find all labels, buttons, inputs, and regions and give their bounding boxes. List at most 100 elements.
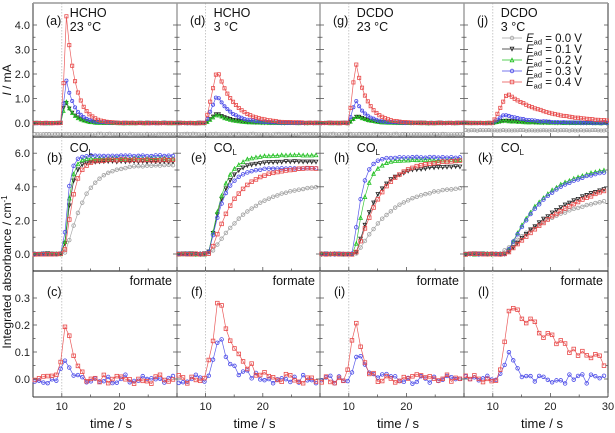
series-0.4V: [32, 324, 176, 386]
data-point: [240, 172, 246, 177]
series-0.4V: [463, 92, 609, 126]
data-point: [81, 115, 86, 120]
formate-annotation: formate: [561, 274, 603, 288]
data-point: [93, 158, 98, 164]
data-point: [162, 380, 167, 385]
data-point: [558, 184, 563, 189]
data-point: [584, 202, 589, 208]
data-point: [249, 206, 254, 211]
data-point: [328, 251, 333, 257]
data-point: [228, 96, 233, 101]
data-point: [414, 163, 419, 169]
data-point: [575, 174, 581, 180]
data-point: [498, 252, 503, 257]
data-point: [247, 119, 253, 125]
data-point: [358, 344, 363, 349]
data-point: [166, 153, 171, 158]
data-point: [362, 116, 368, 121]
data-point: [349, 252, 355, 257]
series-0.2V: [319, 156, 463, 257]
data-point: [526, 119, 532, 125]
data-point: [397, 172, 402, 177]
data-marks: [32, 14, 610, 386]
data-point: [431, 154, 437, 160]
data-point: [84, 156, 90, 161]
data-point: [80, 154, 85, 160]
data-point: [249, 376, 254, 381]
data-point: [357, 104, 362, 109]
data-point: [554, 341, 559, 347]
data-point: [296, 187, 302, 192]
data-point: [80, 167, 85, 173]
data-point: [414, 157, 420, 163]
data-point: [36, 378, 42, 383]
data-point: [41, 252, 46, 257]
data-point: [410, 374, 415, 379]
series-line: [321, 64, 463, 124]
data-point: [193, 251, 199, 256]
data-point: [236, 191, 241, 196]
panel-title-compound: DCDO: [357, 6, 394, 20]
data-point: [210, 357, 216, 362]
data-point: [502, 362, 507, 368]
data-point: [288, 189, 293, 194]
data-point: [597, 200, 602, 205]
data-point: [336, 375, 342, 381]
series-line: [178, 161, 317, 255]
data-point: [279, 159, 285, 165]
data-point: [515, 366, 520, 371]
data-point: [435, 157, 441, 163]
data-point: [67, 365, 72, 370]
data-point: [219, 303, 224, 308]
data-point: [392, 158, 398, 163]
data-point: [351, 116, 356, 122]
series-line: [34, 157, 173, 255]
data-point: [375, 197, 381, 202]
data-point: [262, 120, 267, 125]
data-point: [309, 152, 315, 158]
data-point: [545, 193, 551, 199]
legend-entry: Ead = 0.0 V: [502, 33, 582, 47]
series-line: [465, 307, 605, 383]
data-point: [414, 194, 419, 200]
data-point: [593, 373, 598, 379]
data-point: [536, 330, 542, 336]
data-point: [211, 102, 216, 107]
data-point: [62, 247, 68, 252]
series-0.0V: [176, 184, 319, 257]
data-point: [71, 223, 76, 228]
series-line: [465, 190, 605, 255]
data-point: [472, 251, 477, 257]
panel-label: (i): [334, 285, 345, 299]
data-point: [245, 366, 250, 372]
legend-label: Ead = 0.3 V: [526, 66, 582, 80]
data-point: [384, 155, 389, 161]
data-point: [266, 171, 272, 176]
data-point: [341, 378, 346, 384]
data-point: [210, 232, 216, 238]
data-point: [515, 119, 520, 124]
data-point: [97, 153, 102, 159]
data-point: [512, 118, 517, 124]
data-point: [460, 132, 465, 137]
data-point: [240, 165, 246, 171]
data-point: [562, 206, 568, 211]
series-0.4V: [176, 165, 319, 257]
data-point: [149, 158, 154, 163]
data-point: [401, 200, 407, 205]
data-point: [418, 157, 424, 163]
panel-label: (a): [46, 14, 61, 28]
data-point: [541, 335, 546, 340]
data-point: [572, 120, 578, 126]
data-point: [448, 164, 454, 170]
data-point: [64, 99, 69, 104]
data-point: [575, 373, 581, 379]
x-axis-label: time / s: [377, 416, 419, 431]
data-point: [62, 324, 68, 330]
x-tick-label: 10: [343, 401, 355, 413]
data-point: [245, 182, 250, 188]
data-point: [515, 307, 520, 312]
data-point: [498, 367, 503, 372]
data-point: [552, 120, 558, 125]
data-point: [157, 153, 163, 158]
